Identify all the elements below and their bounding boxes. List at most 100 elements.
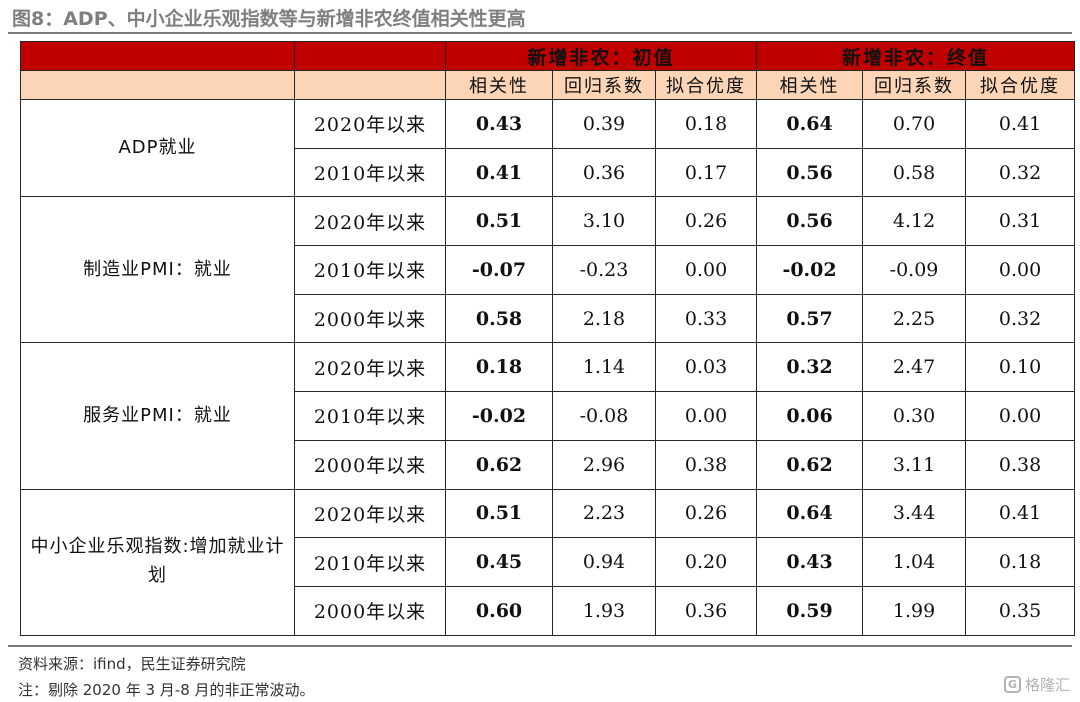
- header-final-value: 新增非农：终值: [756, 41, 1076, 71]
- watermark: G 格隆汇: [1003, 674, 1070, 695]
- r-squared-final-cell: 0.00: [965, 391, 1076, 441]
- coefficient-final-cell: 1.04: [862, 537, 967, 587]
- indicator-name: 中小企业乐观指数:增加就业计划: [20, 488, 295, 636]
- table-row: 服务业PMI：就业 2020年以来 0.18 1.14 0.03 0.32 2.47 0.10: [20, 342, 1076, 490]
- period-label: 2020年以来: [294, 342, 446, 393]
- period-label: 2010年以来: [294, 391, 446, 441]
- coefficient-final-cell: 1.99: [862, 585, 967, 636]
- correlation-final-cell: -0.02: [756, 245, 864, 295]
- correlation-final-cell: 0.62: [756, 439, 864, 490]
- r-squared-initial-cell: 0.18: [654, 99, 758, 149]
- period-label: 2020年以来: [294, 99, 446, 149]
- period-label: 2000年以来: [294, 439, 446, 490]
- period-label: 2010年以来: [294, 537, 446, 587]
- header-initial-value: 新增非农：初值: [444, 41, 758, 71]
- r-squared-final-cell: 0.10: [965, 342, 1076, 393]
- subheader-blank-cell: [20, 70, 295, 100]
- correlation-final-cell: 0.64: [756, 488, 864, 539]
- coefficient-final-cell: 3.44: [862, 488, 967, 539]
- correlation-table: 新增非农：初值 新增非农：终值 相关性 回归系数 拟合优度 相关性 回归系数 拟…: [20, 41, 1076, 636]
- period-label: 2020年以来: [294, 196, 446, 247]
- watermark-text: 格隆汇: [1024, 676, 1070, 694]
- r-squared-initial-cell: 0.26: [654, 196, 758, 247]
- correlation-initial-cell: 0.58: [445, 293, 553, 344]
- correlation-initial-cell: 0.43: [445, 99, 553, 149]
- header-row-metrics: 相关性 回归系数 拟合优度 相关性 回归系数 拟合优度: [20, 70, 1076, 100]
- period-label: 2020年以来: [294, 488, 446, 539]
- correlation-final-cell: 0.56: [756, 196, 864, 247]
- header-row-groups: 新增非农：初值 新增非农：终值: [20, 41, 1076, 71]
- r-squared-final-cell: 0.35: [965, 585, 1076, 636]
- r-squared-initial-cell: 0.03: [654, 342, 758, 393]
- header-blank-cell: [294, 41, 446, 71]
- coefficient-final-cell: 2.25: [862, 293, 967, 344]
- period-label: 2000年以来: [294, 293, 446, 344]
- footnote: 注：剔除 2020 年 3 月-8 月的非正常波动。: [18, 681, 315, 699]
- r-squared-initial-cell: 0.20: [654, 537, 758, 587]
- coefficient-initial-cell: 1.93: [552, 585, 656, 636]
- table-row: 2010年以来 -0.02 -0.08 0.00 0.06 0.30 0.00: [21, 391, 1076, 441]
- table-row: 制造业PMI：就业 2020年以来 0.51 3.10 0.26 0.56 4.12 0.31: [20, 196, 1076, 344]
- col-header-coefficient-initial: 回归系数: [552, 70, 656, 100]
- correlation-initial-cell: 0.62: [445, 439, 553, 490]
- coefficient-final-cell: 0.30: [862, 391, 967, 441]
- col-header-correlation-initial: 相关性: [445, 70, 553, 100]
- col-header-correlation-final: 相关性: [756, 70, 864, 100]
- correlation-initial-cell: -0.02: [445, 391, 553, 441]
- indicator-name: 制造业PMI：就业: [20, 196, 295, 344]
- table-row: 2000年以来 0.58 2.18 0.33 0.57 2.25 0.32: [21, 293, 1076, 344]
- footer-divider: [8, 645, 1072, 647]
- coefficient-initial-cell: 2.23: [552, 488, 656, 539]
- r-squared-initial-cell: 0.26: [654, 488, 758, 539]
- col-header-coefficient-final: 回归系数: [862, 70, 967, 100]
- correlation-final-cell: 0.43: [756, 537, 864, 587]
- period-label: 2010年以来: [294, 147, 446, 198]
- coefficient-initial-cell: 3.10: [552, 196, 656, 247]
- r-squared-initial-cell: 0.00: [654, 391, 758, 441]
- coefficient-initial-cell: 2.18: [552, 293, 656, 344]
- r-squared-initial-cell: 0.36: [654, 585, 758, 636]
- r-squared-final-cell: 0.41: [965, 99, 1076, 149]
- gelonghui-logo-icon: G: [1003, 676, 1021, 693]
- coefficient-final-cell: 3.11: [862, 439, 967, 490]
- coefficient-initial-cell: 1.14: [552, 342, 656, 393]
- coefficient-final-cell: 2.47: [862, 342, 967, 393]
- table-row: 2000年以来 0.62 2.96 0.38 0.62 3.11 0.38: [21, 439, 1076, 490]
- r-squared-initial-cell: 0.33: [654, 293, 758, 344]
- table-row: 2010年以来 0.41 0.36 0.17 0.56 0.58 0.32: [21, 147, 1076, 198]
- correlation-initial-cell: -0.07: [445, 245, 553, 295]
- r-squared-final-cell: 0.32: [965, 147, 1076, 198]
- correlation-final-cell: 0.32: [756, 342, 864, 393]
- source-note: 资料来源：ifind，民生证券研究院: [18, 655, 246, 673]
- correlation-initial-cell: 0.51: [445, 196, 553, 247]
- correlation-initial-cell: 0.60: [445, 585, 553, 636]
- coefficient-final-cell: 4.12: [862, 196, 967, 247]
- correlation-final-cell: 0.06: [756, 391, 864, 441]
- period-label: 2000年以来: [294, 585, 446, 636]
- r-squared-initial-cell: 0.17: [654, 147, 758, 198]
- correlation-final-cell: 0.56: [756, 147, 864, 198]
- coefficient-initial-cell: -0.08: [552, 391, 656, 441]
- correlation-final-cell: 0.64: [756, 99, 864, 149]
- r-squared-final-cell: 0.18: [965, 537, 1076, 587]
- table-row: 2010年以来 -0.07 -0.23 0.00 -0.02 -0.09 0.00: [21, 245, 1076, 295]
- table-row: 2000年以来 0.60 1.93 0.36 0.59 1.99 0.35: [21, 585, 1076, 636]
- indicator-name: 服务业PMI：就业: [20, 342, 295, 490]
- title-divider: [8, 32, 1072, 34]
- figure-title: 图8：ADP、中小企业乐观指数等与新增非农终值相关性更高: [12, 8, 526, 30]
- coefficient-final-cell: 0.58: [862, 147, 967, 198]
- coefficient-initial-cell: 0.36: [552, 147, 656, 198]
- coefficient-final-cell: -0.09: [862, 245, 967, 295]
- coefficient-initial-cell: 0.39: [552, 99, 656, 149]
- col-header-r-squared-initial: 拟合优度: [654, 70, 758, 100]
- correlation-final-cell: 0.59: [756, 585, 864, 636]
- r-squared-final-cell: 0.38: [965, 439, 1076, 490]
- subheader-blank-cell: [294, 70, 446, 100]
- indicator-name: ADP就业: [20, 98, 295, 198]
- coefficient-initial-cell: 0.94: [552, 537, 656, 587]
- table-row: 2010年以来 0.45 0.94 0.20 0.43 1.04 0.18: [21, 537, 1076, 587]
- correlation-initial-cell: 0.45: [445, 537, 553, 587]
- r-squared-final-cell: 0.00: [965, 245, 1076, 295]
- coefficient-initial-cell: -0.23: [552, 245, 656, 295]
- coefficient-initial-cell: 2.96: [552, 439, 656, 490]
